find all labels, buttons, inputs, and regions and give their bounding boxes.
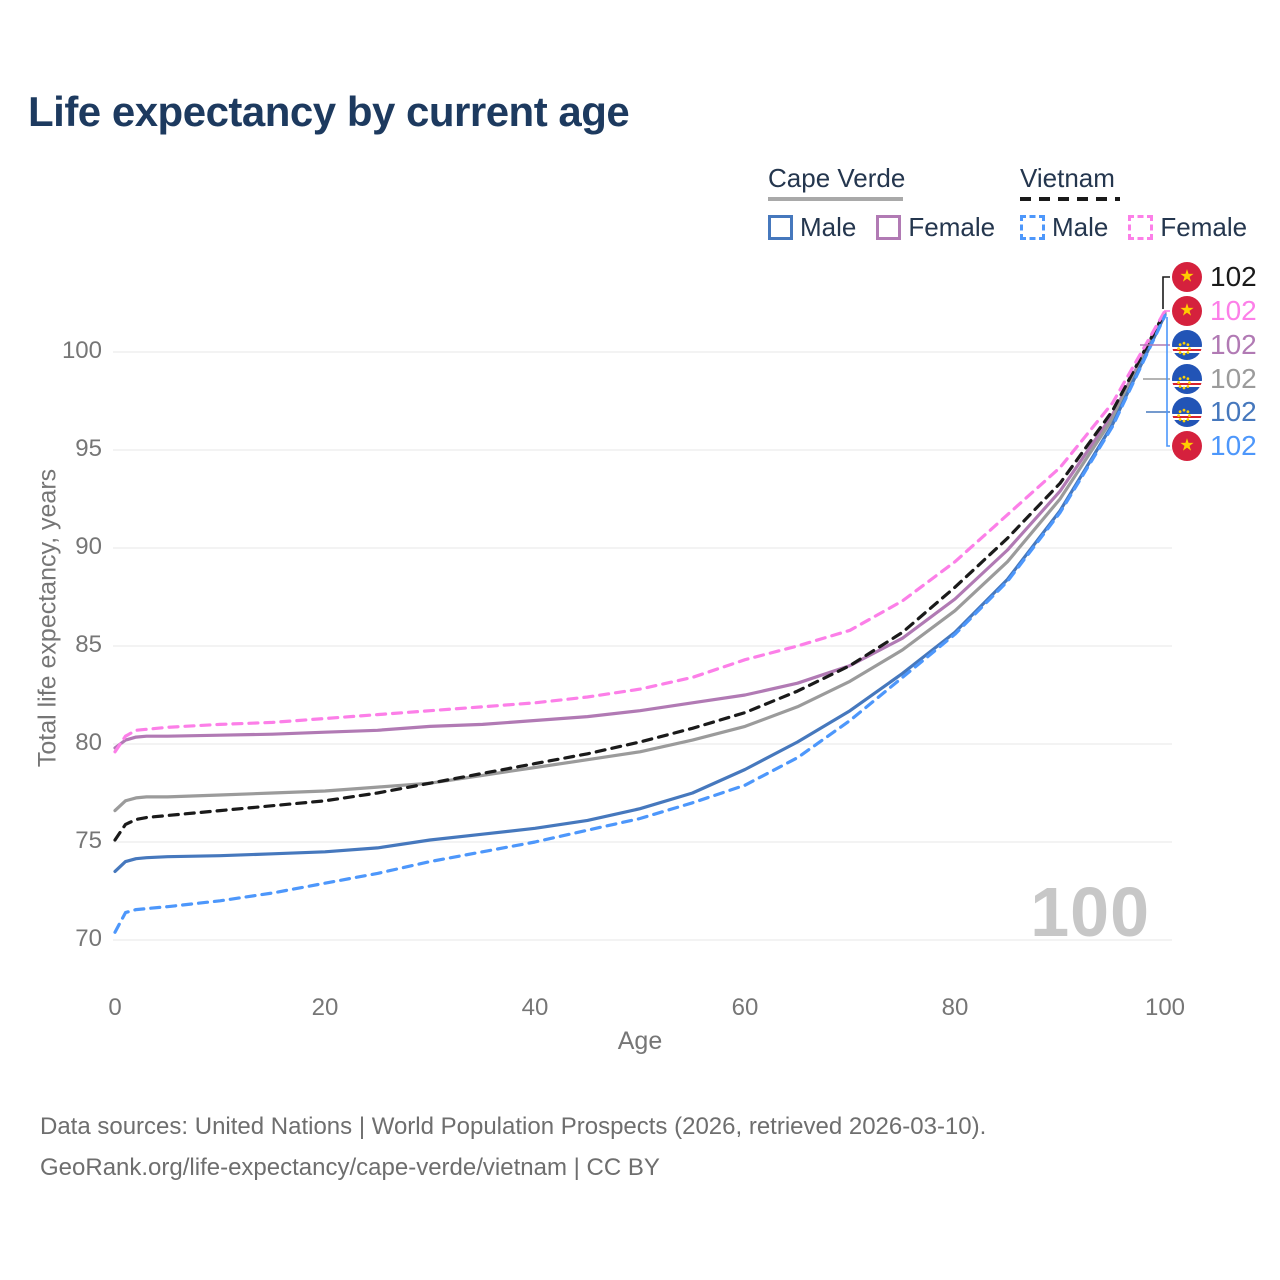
legend-group-cape-verde: Cape Verde Male Female [768,163,1015,243]
end-label-row: 102 [1172,363,1257,395]
y-tick-label-95: 95 [75,435,102,462]
end-label-leader [1166,317,1170,447]
end-label-row: 102 [1172,430,1257,462]
end-label-row: 102 [1172,396,1257,428]
end-label-leader [1162,276,1170,309]
vietnam-female-label[interactable]: Female [1160,212,1248,242]
footer-data-sources: Data sources: United Nations | World Pop… [40,1113,987,1140]
x-tick-label-80: 80 [941,994,969,1021]
y-tick-label-90: 90 [75,533,102,560]
legend-group-vietnam: Vietnam Male Female [1020,163,1267,243]
end-label-value: 102 [1210,295,1257,326]
vietnam-line-style-sample [1020,197,1120,201]
legend-group-cape-verde-label[interactable]: Cape Verde [768,163,906,193]
y-tick-label-85: 85 [75,631,102,658]
y-axis-title: Total life expectancy, years [33,468,62,768]
vietnam-male-swatch[interactable] [1020,215,1045,240]
end-label-row: 102 [1172,261,1257,293]
footer-attribution: GeoRank.org/life-expectancy/cape-verde/v… [40,1154,660,1181]
y-tick-label-70: 70 [75,925,102,952]
footer: Data sources: United Nations | World Pop… [40,1106,986,1188]
cape-verde-female-swatch[interactable] [876,215,902,240]
end-label-row: 102 [1172,295,1257,327]
y-tick-label-75: 75 [75,827,102,854]
vietnam-flag-icon [1172,296,1202,326]
y-tick-label-100: 100 [61,337,102,364]
vietnam-female-swatch[interactable] [1128,215,1154,240]
cape-verde-flag-icon [1172,397,1202,427]
x-tick-label-40: 40 [521,994,549,1021]
cape-verde-male-swatch[interactable] [768,215,793,240]
vietnam-flag-icon [1172,262,1202,292]
legend-group-vietnam-label[interactable]: Vietnam [1020,163,1115,193]
x-tick-label-60: 60 [731,994,759,1021]
page-title: Life expectancy by current age [28,88,630,135]
end-label-value: 102 [1210,261,1257,292]
cape-verde-female-label[interactable]: Female [908,212,996,242]
x-tick-label-20: 20 [311,994,339,1021]
vietnam-flag-icon [1172,431,1202,461]
end-label-value: 102 [1210,363,1257,394]
end-label-value: 102 [1210,430,1257,461]
cape-verde-male-label[interactable]: Male [800,212,857,242]
y-tick-label-80: 80 [75,729,102,756]
cape-verde-flag-icon [1172,364,1202,394]
x-tick-label-0: 0 [108,994,122,1021]
end-label-value: 102 [1210,329,1257,360]
end-label-row: 102 [1172,329,1257,361]
cape-verde-flag-icon [1172,330,1202,360]
cape-verde-line-style-sample [768,197,903,201]
hover-age-watermark: 100 [1030,873,1150,951]
vietnam-male-label[interactable]: Male [1052,212,1109,242]
plot-area[interactable] [115,310,1165,940]
x-tick-label-100: 100 [1144,994,1186,1021]
x-axis-title: Age [617,1027,663,1055]
end-label-value: 102 [1210,396,1257,427]
